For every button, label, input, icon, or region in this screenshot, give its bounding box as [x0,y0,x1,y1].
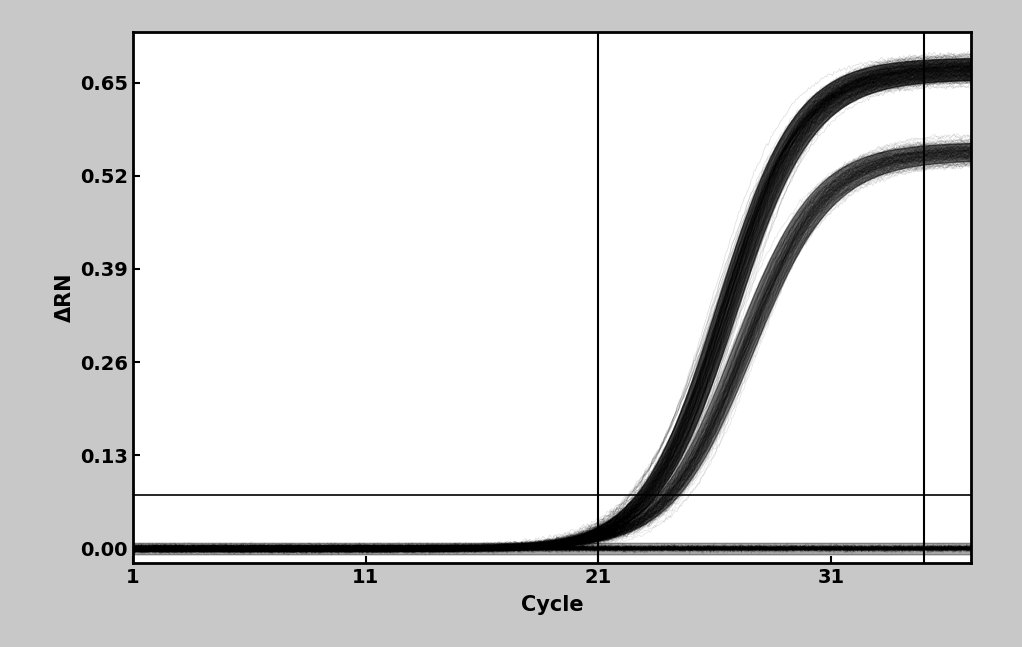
Y-axis label: ΔRN: ΔRN [54,273,75,322]
X-axis label: Cycle: Cycle [520,595,584,615]
